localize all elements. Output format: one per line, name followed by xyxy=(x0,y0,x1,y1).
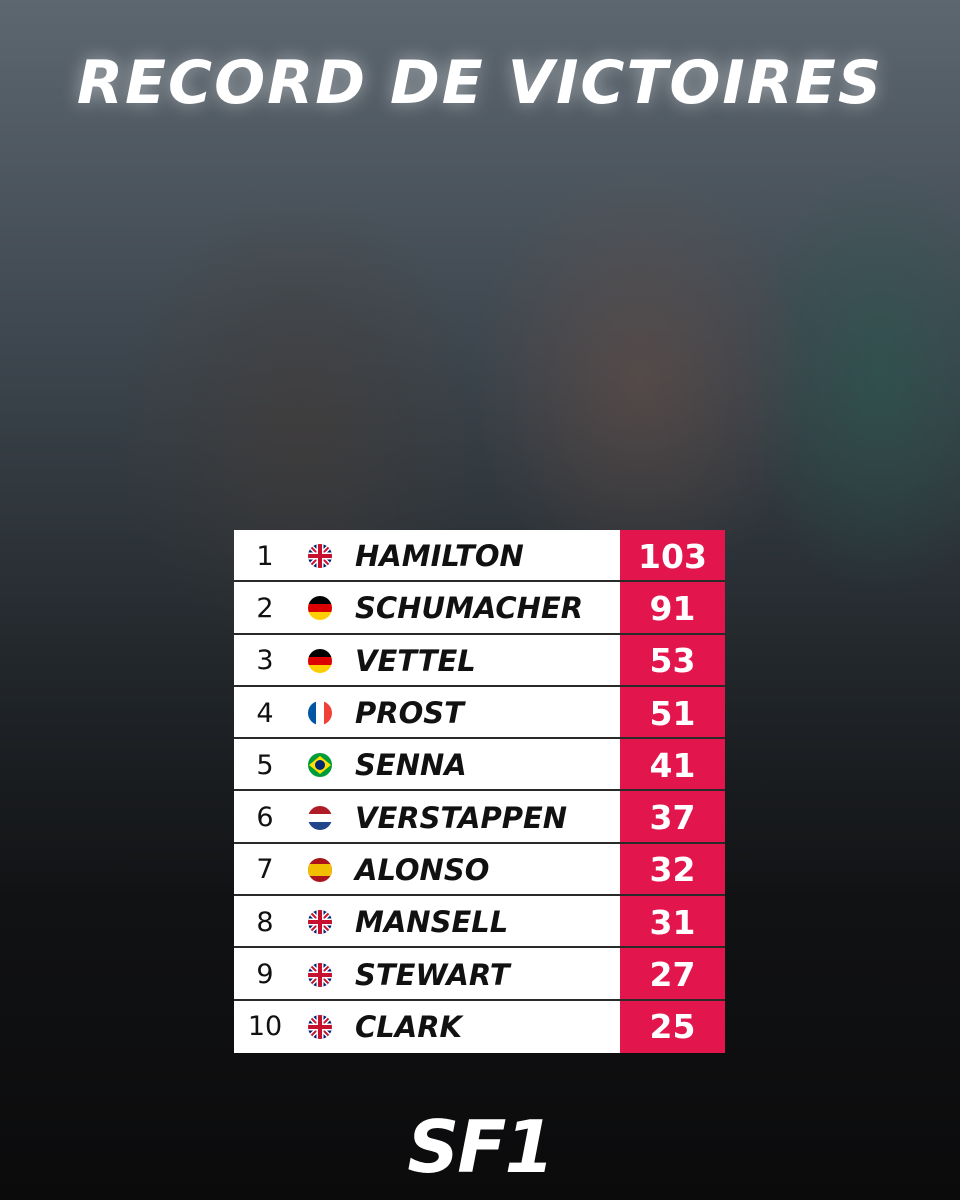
rank: 10 xyxy=(247,1011,283,1043)
flag xyxy=(307,962,333,988)
wins: 103 xyxy=(620,530,725,583)
driver: MANSELL xyxy=(355,905,509,940)
rank: 8 xyxy=(256,906,274,938)
driver: STEWART xyxy=(355,957,510,992)
table-row: 6 VERSTAPPEN 37 xyxy=(234,791,725,845)
rank: 5 xyxy=(256,749,274,781)
driver: SCHUMACHER xyxy=(355,591,584,626)
driver: ALONSO xyxy=(355,852,490,887)
wins: 25 xyxy=(620,1000,725,1053)
row-cell: 7 ALONSO xyxy=(234,843,620,897)
wins: 27 xyxy=(620,948,725,1001)
title: RECORD DE VICTOIRES xyxy=(76,48,884,118)
wins: 31 xyxy=(620,896,725,949)
rank: 6 xyxy=(256,802,274,834)
wins: 37 xyxy=(620,791,725,844)
table: 1 HAMILTON 103 2 SCHUMACHER 91 3 VETTEL 53 4 PR… xyxy=(234,530,725,1053)
rank: 3 xyxy=(256,645,274,677)
row-cell: 2 SCHUMACHER xyxy=(234,582,620,635)
table-row: 3 VETTEL 53 xyxy=(234,634,725,688)
rank: 7 xyxy=(256,854,274,886)
flag xyxy=(307,909,333,935)
flag xyxy=(307,648,333,674)
wins: 53 xyxy=(620,634,725,687)
rank: 9 xyxy=(256,959,274,991)
table-row: 4 PROST 51 xyxy=(234,686,725,740)
table-row: 5 SENNA 41 xyxy=(234,739,725,792)
driver: HAMILTON xyxy=(355,539,524,574)
row-cell: 5 SENNA xyxy=(234,739,620,792)
flag xyxy=(307,543,333,569)
wins: 32 xyxy=(620,843,725,897)
row-cell: 6 VERSTAPPEN xyxy=(234,791,620,844)
driver: PROST xyxy=(355,696,464,731)
flag xyxy=(307,805,333,831)
row-cell: 4 PROST xyxy=(234,686,620,740)
wins: 41 xyxy=(620,739,725,792)
logo: SF1 xyxy=(407,1105,554,1189)
driver: VERSTAPPEN xyxy=(355,800,568,835)
driver: VETTEL xyxy=(355,643,476,678)
driver: CLARK xyxy=(355,1009,463,1044)
flag xyxy=(307,595,333,621)
flag xyxy=(307,857,333,883)
driver: SENNA xyxy=(355,748,467,783)
row-cell: 1 HAMILTON xyxy=(234,530,620,583)
table-row: 9 STEWART 27 xyxy=(234,948,725,1001)
flag xyxy=(307,1014,333,1040)
flag xyxy=(307,752,333,778)
row-cell: 3 VETTEL xyxy=(234,634,620,687)
row-cell: 9 STEWART xyxy=(234,948,620,1001)
flag xyxy=(307,700,333,726)
table-row: 8 MANSELL 31 xyxy=(234,896,725,949)
table-row: 1 HAMILTON 103 xyxy=(234,530,725,583)
row-cell: 10 CLARK xyxy=(234,1000,620,1053)
table-row: 7 ALONSO 32 xyxy=(234,843,725,897)
rank: 1 xyxy=(256,540,274,572)
table-row: 10 CLARK 25 xyxy=(234,1000,725,1053)
table-row: 2 SCHUMACHER 91 xyxy=(234,582,725,635)
rank: 4 xyxy=(256,697,274,729)
row-cell: 8 MANSELL xyxy=(234,896,620,949)
rank: 2 xyxy=(256,592,274,624)
wins: 51 xyxy=(620,686,725,740)
wins: 91 xyxy=(620,582,725,635)
